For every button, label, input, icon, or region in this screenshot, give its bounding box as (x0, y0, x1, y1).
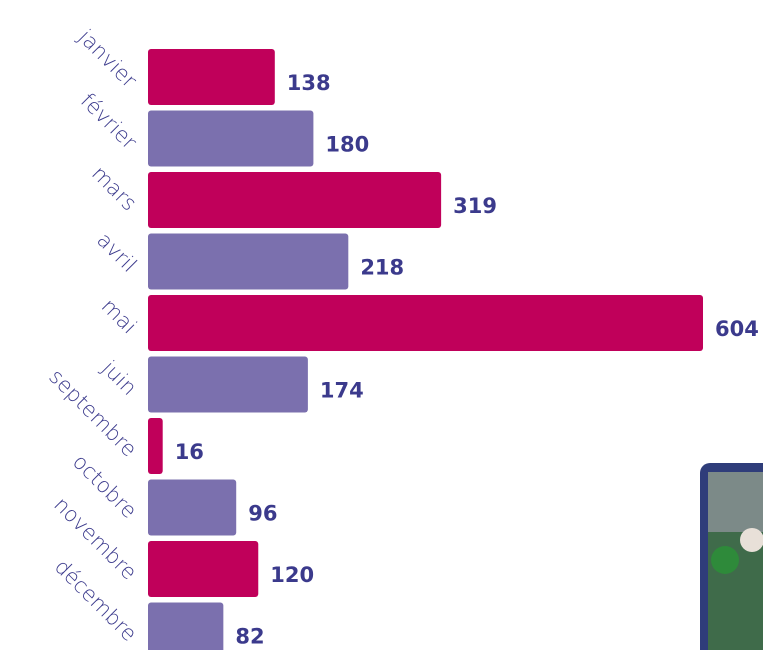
photo-background (708, 472, 763, 532)
value-label: 180 (325, 133, 369, 157)
value-label: 16 (175, 440, 204, 464)
value-label: 138 (287, 71, 331, 95)
value-label: 604 (715, 317, 759, 341)
photo-face (740, 528, 763, 552)
bar (148, 49, 275, 105)
category-label: mai (97, 294, 142, 339)
bar (148, 479, 237, 536)
category-label: février (76, 88, 142, 154)
category-label: avril (92, 228, 141, 277)
bar (148, 295, 703, 351)
photo-helmet (711, 546, 739, 574)
value-label: 120 (270, 563, 314, 587)
bar (148, 602, 224, 650)
category-label: janvier (73, 24, 142, 93)
category-label: mars (87, 161, 141, 215)
value-label: 319 (453, 194, 497, 218)
bar (148, 172, 442, 228)
value-label: 174 (320, 379, 364, 403)
value-label: 96 (248, 502, 277, 526)
value-label: 82 (235, 625, 264, 649)
bar (148, 418, 163, 474)
bar (148, 233, 349, 290)
value-label: 218 (360, 256, 404, 280)
photo (700, 463, 763, 650)
bar (148, 356, 308, 413)
bar (148, 541, 259, 597)
category-label: juin (97, 355, 142, 400)
bar (148, 110, 314, 167)
